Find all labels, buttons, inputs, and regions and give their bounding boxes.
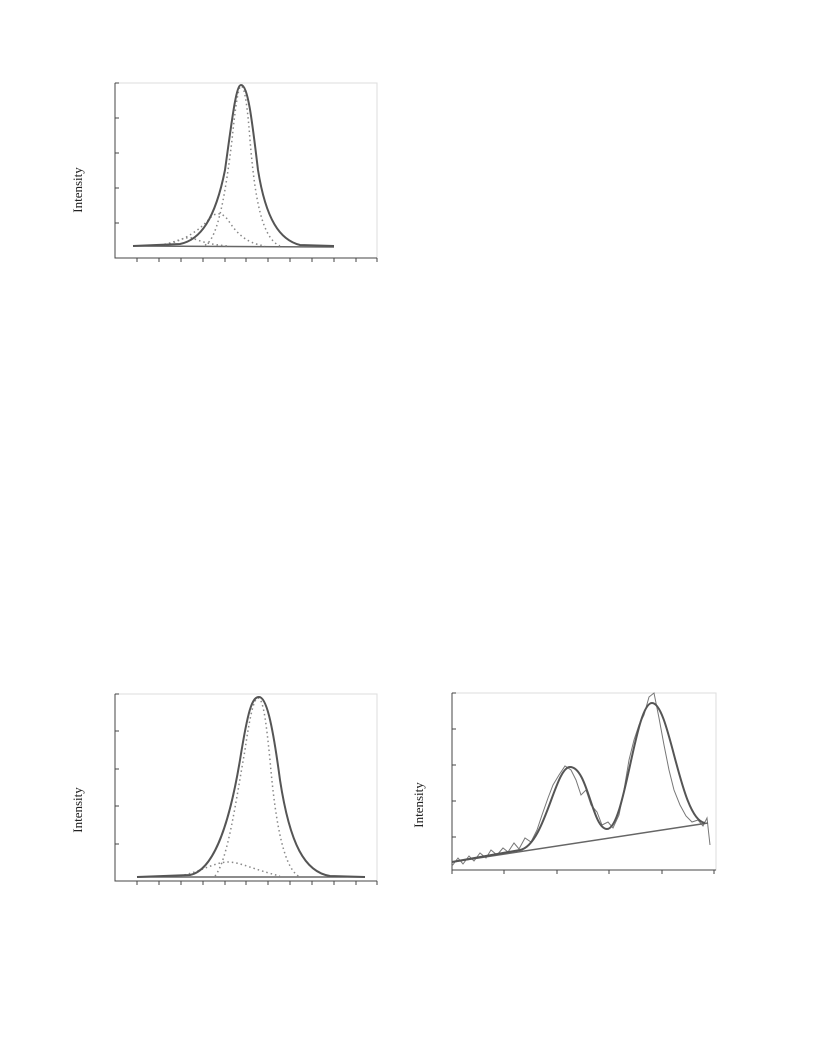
- fit-curve: [136, 695, 366, 878]
- y-axis-label: Intensity: [411, 782, 426, 828]
- baseline: [451, 822, 709, 863]
- axes: [114, 83, 377, 259]
- component: [179, 861, 281, 877]
- ticks: [115, 82, 378, 262]
- fit-curve: [132, 83, 335, 247]
- component: [164, 213, 266, 247]
- raw-spectrum: [451, 692, 711, 867]
- figure-2: Intensity: [70, 693, 378, 885]
- ticks: [115, 693, 378, 885]
- figure-1: Intensity: [70, 82, 378, 262]
- ticks: [451, 692, 715, 874]
- plot-frame: [114, 82, 378, 259]
- component: [214, 697, 301, 878]
- figure-3: Intensity: [411, 692, 717, 874]
- y-axis-label: Intensity: [70, 167, 85, 213]
- y-axis-label: Intensity: [70, 787, 85, 833]
- fit-curve: [451, 701, 706, 863]
- baseline: [132, 245, 335, 248]
- component: [204, 85, 281, 247]
